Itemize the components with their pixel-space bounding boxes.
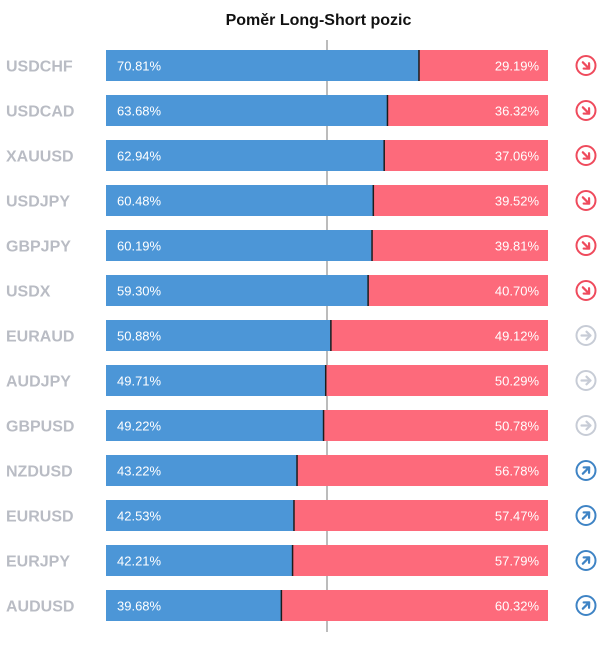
symbol-label: NZDUSD [6, 464, 73, 481]
short-value-label: 49.12% [495, 329, 540, 344]
short-bar [368, 275, 548, 306]
row-usdcad: USDCAD 63.68% 36.32% [6, 95, 597, 126]
short-bar [330, 320, 548, 351]
symbol-label: AUDJPY [6, 374, 71, 391]
long-value-label: 70.81% [117, 59, 162, 74]
long-value-label: 63.68% [117, 104, 162, 119]
arrow-down-right-icon [575, 280, 597, 301]
symbol-label: EURUSD [6, 509, 74, 526]
long-bar [106, 50, 419, 81]
row-audusd: AUDUSD 39.68% 60.32% [6, 590, 597, 621]
short-bar [281, 590, 548, 621]
long-bar [106, 275, 369, 306]
arrow-down-right-icon [575, 100, 597, 121]
long-bar [106, 410, 324, 441]
arrow-right-icon [575, 325, 597, 346]
symbol-label: XAUUSD [6, 149, 74, 166]
symbol-label: USDCHF [6, 59, 73, 76]
long-value-label: 42.21% [117, 554, 162, 569]
short-value-label: 39.81% [495, 239, 540, 254]
short-value-label: 57.47% [495, 509, 540, 524]
arrow-up-right-icon [575, 460, 597, 481]
row-eurjpy: EURJPY 42.21% 57.79% [6, 545, 597, 576]
short-bar [418, 50, 548, 81]
long-bar [106, 185, 374, 216]
short-value-label: 40.70% [495, 284, 540, 299]
symbol-label: USDJPY [6, 194, 70, 211]
short-bar [373, 185, 548, 216]
arrow-down-right-icon [575, 190, 597, 211]
arrow-up-right-icon [575, 505, 597, 526]
long-bar [106, 590, 282, 621]
short-bar [293, 500, 548, 531]
row-usdchf: USDCHF 70.81% 29.19% [6, 50, 597, 81]
arrow-up-right-icon [575, 550, 597, 571]
symbol-label: USDX [6, 284, 51, 301]
short-bar [325, 365, 548, 396]
long-bar [106, 545, 293, 576]
short-bar [323, 410, 548, 441]
row-euraud: EURAUD 50.88% 49.12% [6, 320, 597, 351]
short-value-label: 56.78% [495, 464, 540, 479]
symbol-label: EURJPY [6, 554, 70, 571]
long-bar [106, 500, 294, 531]
long-bar [106, 455, 298, 486]
long-bar [106, 365, 326, 396]
row-nzdusd: NZDUSD 43.22% 56.78% [6, 455, 597, 486]
long-value-label: 50.88% [117, 329, 162, 344]
arrow-down-right-icon [575, 55, 597, 76]
row-eurusd: EURUSD 42.53% 57.47% [6, 500, 597, 531]
short-bar [372, 230, 548, 261]
long-value-label: 59.30% [117, 284, 162, 299]
short-value-label: 37.06% [495, 149, 540, 164]
short-bar [292, 545, 548, 576]
long-bar [106, 95, 388, 126]
short-bar [387, 95, 548, 126]
symbol-label: GBPUSD [6, 419, 74, 436]
long-value-label: 42.53% [117, 509, 162, 524]
short-value-label: 36.32% [495, 104, 540, 119]
short-value-label: 50.78% [495, 419, 540, 434]
short-bar [297, 455, 548, 486]
short-value-label: 29.19% [495, 59, 540, 74]
arrow-up-right-icon [575, 595, 597, 616]
long-value-label: 49.22% [117, 419, 162, 434]
row-usdjpy: USDJPY 60.48% 39.52% [6, 185, 597, 216]
symbol-label: EURAUD [6, 329, 74, 346]
row-xauusd: XAUUSD 62.94% 37.06% [6, 140, 597, 171]
symbol-label: AUDUSD [6, 599, 74, 616]
arrow-right-icon [575, 370, 597, 391]
long-value-label: 60.48% [117, 194, 162, 209]
long-bar [106, 140, 385, 171]
row-gbpusd: GBPUSD 49.22% 50.78% [6, 410, 597, 441]
long-value-label: 39.68% [117, 599, 162, 614]
symbol-label: GBPJPY [6, 239, 71, 256]
row-audjpy: AUDJPY 49.71% 50.29% [6, 365, 597, 396]
arrow-right-icon [575, 415, 597, 436]
short-value-label: 39.52% [495, 194, 540, 209]
row-usdx: USDX 59.30% 40.70% [6, 275, 597, 306]
long-bar [106, 230, 373, 261]
long-value-label: 60.19% [117, 239, 162, 254]
long-value-label: 62.94% [117, 149, 162, 164]
long-value-label: 43.22% [117, 464, 162, 479]
short-value-label: 50.29% [495, 374, 540, 389]
arrow-down-right-icon [575, 235, 597, 256]
short-value-label: 60.32% [495, 599, 540, 614]
long-bar [106, 320, 331, 351]
symbol-label: USDCAD [6, 104, 74, 121]
short-bar [384, 140, 548, 171]
arrow-down-right-icon [575, 145, 597, 166]
long-value-label: 49.71% [117, 374, 162, 389]
short-value-label: 57.79% [495, 554, 540, 569]
row-gbpjpy: GBPJPY 60.19% 39.81% [6, 230, 597, 261]
chart-title: Poměr Long-Short pozic [225, 12, 412, 29]
